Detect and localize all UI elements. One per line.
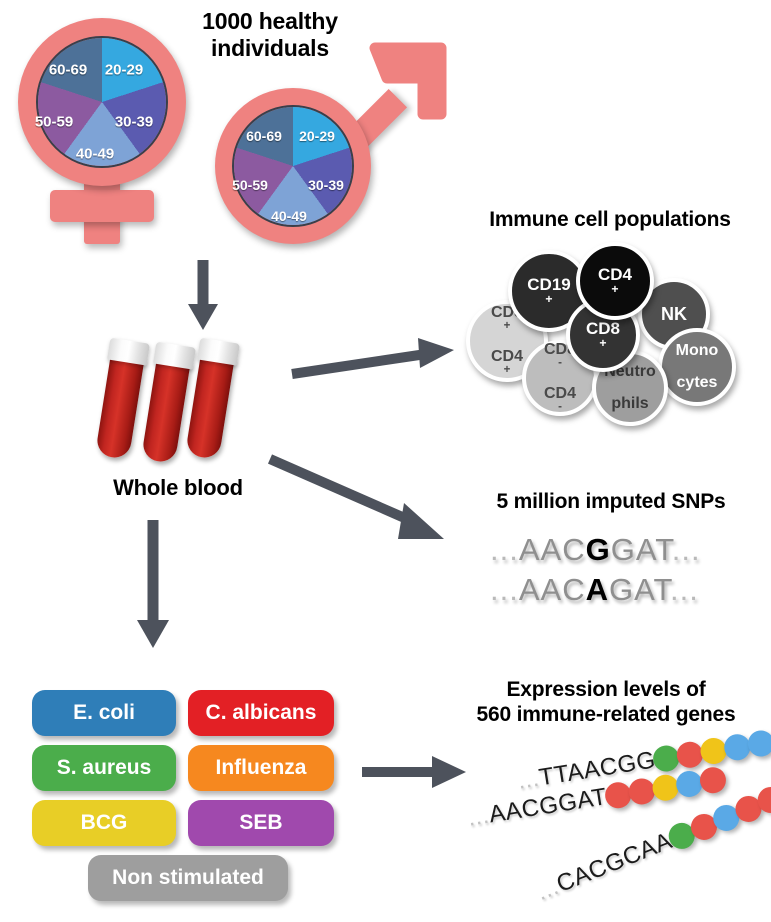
- female-pie-label-50-59: 50-59: [34, 113, 74, 131]
- immune-cell-monocytes: Mono cytes: [658, 328, 736, 406]
- male-symbol-arrowhead: [369, 42, 447, 120]
- cohort-title: 1000 healthy individuals: [170, 8, 370, 62]
- expression-panel-title: Expression levels of 560 immune-related …: [444, 678, 768, 728]
- pie-slice-60-69: [38, 38, 166, 166]
- whole-blood-tubes: [94, 332, 268, 472]
- strand-bead: [746, 728, 771, 759]
- cohort-title-line1: 1000 healthy: [202, 8, 338, 34]
- snp-variant: G: [585, 532, 611, 567]
- male-pie-label-50-59: 50-59: [232, 177, 268, 193]
- male-age-pie: [232, 105, 354, 227]
- cohort-title-line2: individuals: [211, 35, 329, 62]
- male-gender-symbol: 20-29 30-39 40-49 50-59 60-69: [205, 40, 447, 255]
- blood-tube-body: [140, 355, 191, 464]
- snp-sequence-row-1: ...AACGGAT...: [490, 532, 701, 568]
- immune-cell-cd4: CD4 +: [576, 242, 654, 320]
- immune-cell-label: CD4 +: [597, 265, 632, 297]
- strand-bead: [626, 776, 657, 807]
- snp-tail: GAT: [610, 532, 672, 567]
- male-pie-label-40-49: 40-49: [271, 208, 307, 224]
- snp-suffix: ...: [671, 532, 701, 567]
- stimulus-influenza[interactable]: Influenza: [188, 745, 334, 791]
- stimulus-c-albicans[interactable]: C. albicans: [188, 690, 334, 736]
- arrow-blood-to-immune-cells: [291, 338, 454, 379]
- arrow-cohort-to-blood: [188, 260, 218, 330]
- snp-suffix: ...: [669, 572, 699, 607]
- strand-bead: [650, 772, 681, 803]
- snp-lead: AAC: [518, 572, 586, 607]
- snp-lead: AAC: [518, 532, 586, 567]
- female-pie-label-40-49: 40-49: [75, 145, 115, 163]
- snp-panel-title: 5 million imputed SNPs: [496, 490, 726, 513]
- expression-title-line1: Expression levels of: [506, 678, 706, 701]
- snp-tail: GAT: [608, 572, 670, 607]
- arrow-stimuli-to-expression: [362, 756, 466, 788]
- stimulus-seb[interactable]: SEB: [188, 800, 334, 846]
- stimulus-s-aureus[interactable]: S. aureus: [32, 745, 176, 791]
- strand-bead: [697, 765, 728, 796]
- female-age-pie: [36, 36, 168, 168]
- female-pie-label-30-39: 30-39: [114, 113, 154, 131]
- strand-sequence-text: ...CACGCAA: [533, 827, 677, 907]
- blood-tube-body: [94, 351, 145, 460]
- female-pie-label-20-29: 20-29: [104, 61, 144, 79]
- immune-panel-title: Immune cell populations: [489, 208, 731, 231]
- male-pie-label-20-29: 20-29: [299, 128, 335, 144]
- immune-cell-label: NK: [661, 303, 687, 324]
- whole-blood-label: Whole blood: [113, 475, 243, 500]
- snp-prefix: ...: [490, 532, 519, 567]
- arrow-blood-to-snps: [267, 454, 444, 539]
- snp-variant: A: [585, 572, 609, 607]
- stimulus-bcg[interactable]: BCG: [32, 800, 176, 846]
- immune-cell-cluster: CD19 + CD4 + NK CD8 + CD8 + CD4 + CD8- CD4-: [466, 240, 766, 426]
- stimulus-e-coli[interactable]: E. coli: [32, 690, 176, 736]
- immune-cell-label: Mono cytes: [675, 341, 719, 392]
- stimulus-non-stimulated[interactable]: Non stimulated: [88, 855, 288, 901]
- expression-title-line2: 560 immune-related genes: [476, 702, 736, 726]
- female-pie-label-60-69: 60-69: [48, 61, 88, 79]
- snp-sequence-row-2: ...AACAGAT...: [490, 572, 699, 608]
- strand-bases: CACGCAA: [552, 827, 677, 898]
- female-gender-symbol: 20-29 30-39 40-49 50-59 60-69: [10, 12, 210, 252]
- female-symbol-cross: [50, 190, 154, 222]
- strand-bead: [673, 769, 704, 799]
- arrow-blood-to-stimuli: [137, 520, 169, 648]
- pie-slice-60-69: [234, 107, 352, 225]
- male-pie-label-30-39: 30-39: [308, 177, 344, 193]
- immune-cell-label: CD8 +: [585, 319, 620, 351]
- blood-tube: [94, 337, 150, 460]
- snp-prefix: ...: [490, 572, 519, 607]
- blood-tube: [140, 341, 196, 464]
- male-pie-label-60-69: 60-69: [246, 128, 282, 144]
- immune-cell-label: CD19 +: [527, 275, 571, 307]
